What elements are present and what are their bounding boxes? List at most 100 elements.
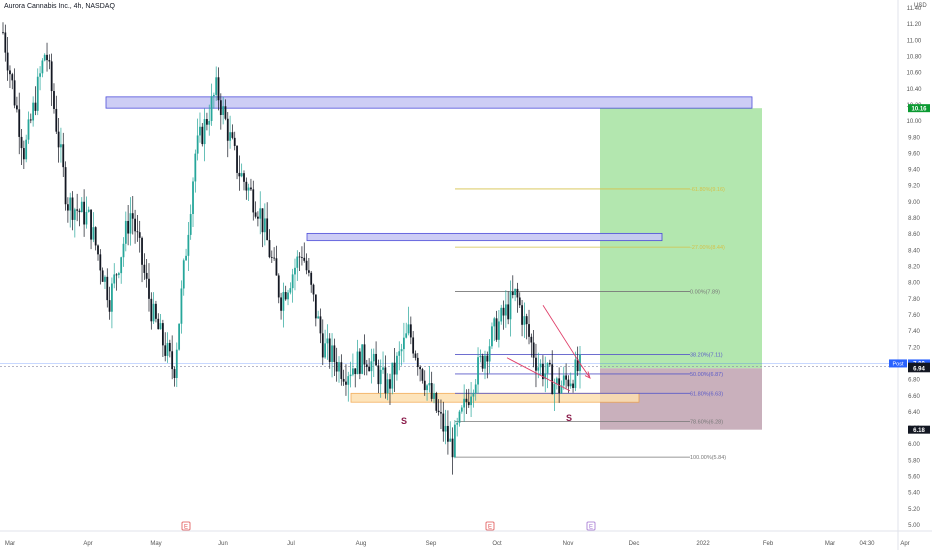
candle-body xyxy=(259,208,262,219)
candle-body xyxy=(412,337,415,354)
event-marker-label: E xyxy=(184,525,188,531)
candle-body xyxy=(560,385,563,394)
candle-body xyxy=(326,338,329,344)
candle-body xyxy=(161,323,164,346)
candle-body xyxy=(36,76,39,111)
demand-zone xyxy=(350,392,640,403)
candle-body xyxy=(370,361,373,372)
candle-body xyxy=(39,73,41,77)
candle-body xyxy=(287,292,289,300)
candle-body xyxy=(435,393,438,411)
candle-body xyxy=(64,167,67,205)
y-tick-label: 9.80 xyxy=(908,135,920,141)
candle-body xyxy=(484,355,486,369)
y-tick-label: 5.00 xyxy=(908,523,920,529)
x-tick-label: Dec xyxy=(629,541,640,547)
x-tick-label: Nov xyxy=(563,541,574,547)
candle-body xyxy=(48,60,51,62)
fib-level-label: -61.80%(9.16) xyxy=(690,187,725,193)
candle-body xyxy=(551,364,554,395)
fib-level-label: -27.00%(8.44) xyxy=(690,245,725,251)
fib-level-label: 38.20%(7.11) xyxy=(690,353,723,359)
candle-body xyxy=(324,343,327,358)
candle-body xyxy=(356,351,359,375)
y-tick-label: 8.80 xyxy=(908,216,920,222)
y-tick-label: 8.40 xyxy=(908,248,920,254)
candle-body xyxy=(453,424,456,458)
event-marker-label: E xyxy=(488,525,492,531)
candle-body xyxy=(331,345,333,362)
candle-body xyxy=(41,60,44,74)
candle-body xyxy=(303,257,306,261)
candle-body xyxy=(463,398,466,408)
candle-body xyxy=(451,438,454,458)
currency-label: USD xyxy=(914,3,927,9)
y-tick-label: 11.40 xyxy=(907,6,922,12)
wedge-lower-line xyxy=(506,357,571,392)
candle-body xyxy=(396,355,398,375)
candle-body xyxy=(507,304,510,320)
candle-body xyxy=(73,209,76,220)
fib-level-label: 0.00%(7.89) xyxy=(690,290,720,296)
candle-body xyxy=(449,438,452,442)
candle-body xyxy=(182,260,185,289)
price-axis-label: 6.18 xyxy=(913,428,925,434)
candle-body xyxy=(298,256,301,258)
x-tick-label: Apr xyxy=(900,541,909,547)
candle-body xyxy=(504,304,507,316)
event-marker-label: E xyxy=(589,525,593,531)
x-tick-label: Mar xyxy=(5,541,15,547)
y-tick-label: 5.40 xyxy=(908,491,920,497)
candle-body xyxy=(226,118,229,141)
candle-body xyxy=(539,363,542,368)
candle-body xyxy=(57,131,60,148)
candle-body xyxy=(407,324,410,334)
price-axis-label-bg xyxy=(908,425,930,434)
y-tick-label: 7.80 xyxy=(908,297,920,303)
candle-body xyxy=(122,243,125,258)
candle-body xyxy=(567,379,570,387)
candle-body xyxy=(444,425,447,432)
candle-body xyxy=(90,209,92,240)
candle-body xyxy=(192,181,194,215)
x-tick-label: Oct xyxy=(492,541,502,547)
candle-body xyxy=(409,324,412,338)
candle-body xyxy=(69,197,72,211)
candle-body xyxy=(94,227,97,246)
candle-body xyxy=(87,209,90,212)
candle-body xyxy=(576,359,579,372)
candle-body xyxy=(447,425,449,442)
candle-body xyxy=(569,383,572,387)
candle-body xyxy=(152,303,155,322)
candle-body xyxy=(481,355,484,369)
y-tick-label: 6.40 xyxy=(908,410,920,416)
candle-body xyxy=(433,393,435,399)
y-tick-label: 8.60 xyxy=(908,232,920,238)
candle-body xyxy=(321,333,324,358)
candle-body xyxy=(27,119,30,140)
candle-body xyxy=(458,411,461,423)
candle-body xyxy=(270,257,273,258)
candle-body xyxy=(155,303,157,319)
candle-body xyxy=(261,208,264,233)
candle-body xyxy=(421,369,424,381)
candle-body xyxy=(423,380,426,391)
price-axis-label: 6.94 xyxy=(913,366,925,372)
candle-body xyxy=(312,284,315,295)
candle-body xyxy=(4,32,7,53)
candle-body xyxy=(201,126,204,145)
candle-body xyxy=(141,237,143,265)
candle-body xyxy=(296,256,299,268)
post-tag-bg xyxy=(889,359,907,368)
candle-body xyxy=(43,54,46,61)
candle-body xyxy=(532,342,535,358)
candle-body xyxy=(29,119,32,121)
x-tick-label: Mar xyxy=(825,541,835,547)
candle-body xyxy=(530,336,533,343)
candle-body xyxy=(342,378,345,382)
breakout-arrow xyxy=(579,363,591,379)
candle-body xyxy=(245,181,248,191)
candle-body xyxy=(2,32,4,34)
x-tick-label: Jun xyxy=(218,541,228,547)
